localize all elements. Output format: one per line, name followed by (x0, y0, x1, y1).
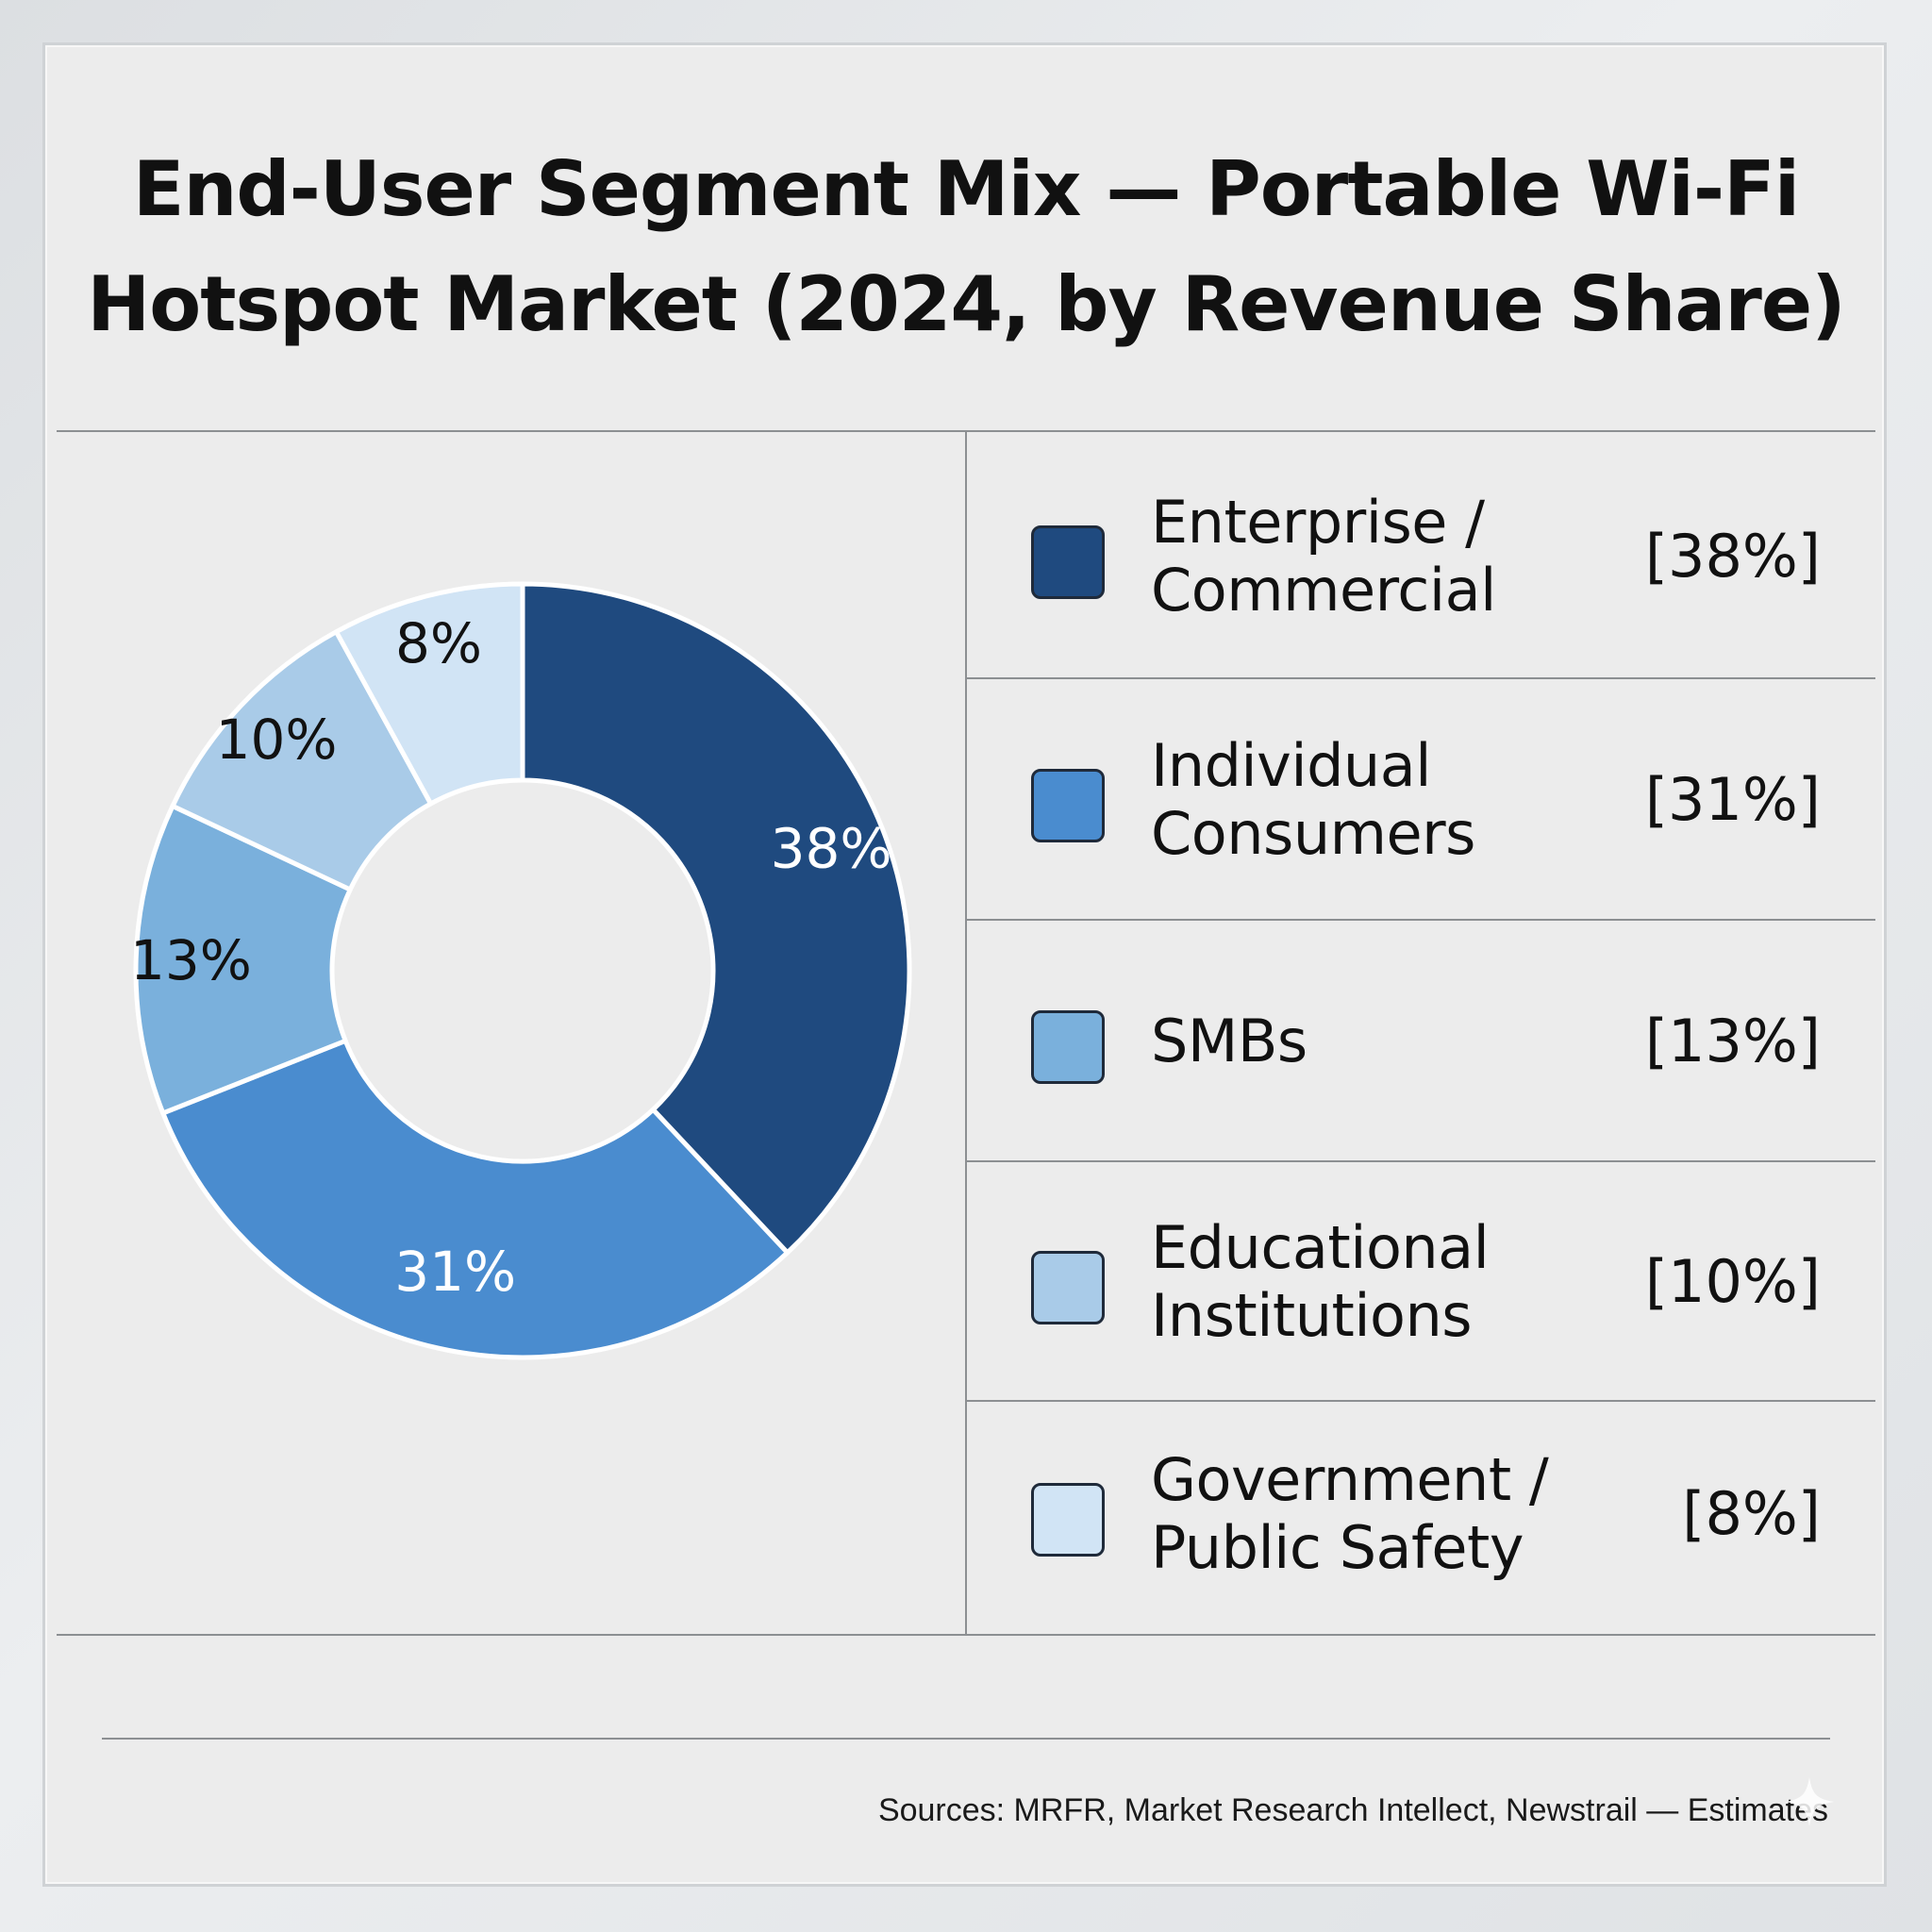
legend-swatch (1031, 1010, 1105, 1084)
legend-item-individual-consumers: Individual Consumers [31%] (967, 679, 1877, 920)
legend-row-divider (967, 1400, 1875, 1402)
slice-label-educational-institutions: 10% (216, 708, 338, 772)
source-rule (102, 1738, 1830, 1740)
chart-title-line-1: End-User Segment Mix — Portable Wi-Fi (132, 145, 1800, 233)
source-note: Sources: MRFR, Market Research Intellect… (877, 1792, 1828, 1828)
legend-swatch (1031, 769, 1105, 842)
donut-slice-educational-institutions (170, 629, 434, 892)
slice-label-enterprise-commercial: 38% (771, 817, 892, 881)
legend-column-divider (965, 430, 967, 1636)
slice-label-individual-consumers: 31% (394, 1240, 516, 1304)
donut-slice-enterprise-commercial (520, 581, 912, 1256)
legend-value: [10%] (1644, 1247, 1821, 1316)
legend-swatch (1031, 525, 1105, 599)
chart-title: End-User Segment Mix — Portable Wi-Fi Ho… (57, 132, 1875, 362)
legend-label: Educational Institutions (1151, 1212, 1490, 1350)
legend-row-divider (967, 1160, 1875, 1162)
legend-value: [8%] (1682, 1479, 1821, 1548)
slice-label-government-public-safety: 8% (395, 611, 482, 675)
donut-slice-government-public-safety (333, 581, 525, 807)
legend-value: [13%] (1644, 1007, 1821, 1075)
chart-title-line-2: Hotspot Market (2024, by Revenue Share) (87, 260, 1845, 348)
legend-label: Government / Public Safety (1151, 1444, 1549, 1582)
legend-row-divider (967, 919, 1875, 921)
legend-item-enterprise-commercial: Enterprise / Commercial [38%] (967, 436, 1877, 676)
legend-label: Individual Consumers (1151, 730, 1475, 868)
legend-value: [31%] (1644, 765, 1821, 834)
legend-label: SMBs (1151, 1006, 1307, 1075)
legend-swatch (1031, 1483, 1105, 1557)
legend-value: [38%] (1644, 522, 1821, 591)
legend-item-smbs: SMBs [13%] (967, 921, 1877, 1161)
chart-card (42, 42, 1887, 1887)
donut-slice-individual-consumers (160, 1038, 791, 1360)
donut-slice-smbs (133, 803, 353, 1116)
legend-item-government-public-safety: Government / Public Safety [8%] (967, 1393, 1877, 1634)
legend-item-educational-institutions: Educational Institutions [10%] (967, 1161, 1877, 1402)
legend-swatch (1031, 1251, 1105, 1324)
sparkle-icon (1785, 1777, 1834, 1826)
legend-row-divider (967, 677, 1875, 679)
slice-label-smbs: 13% (130, 928, 252, 992)
legend-label: Enterprise / Commercial (1151, 487, 1496, 625)
